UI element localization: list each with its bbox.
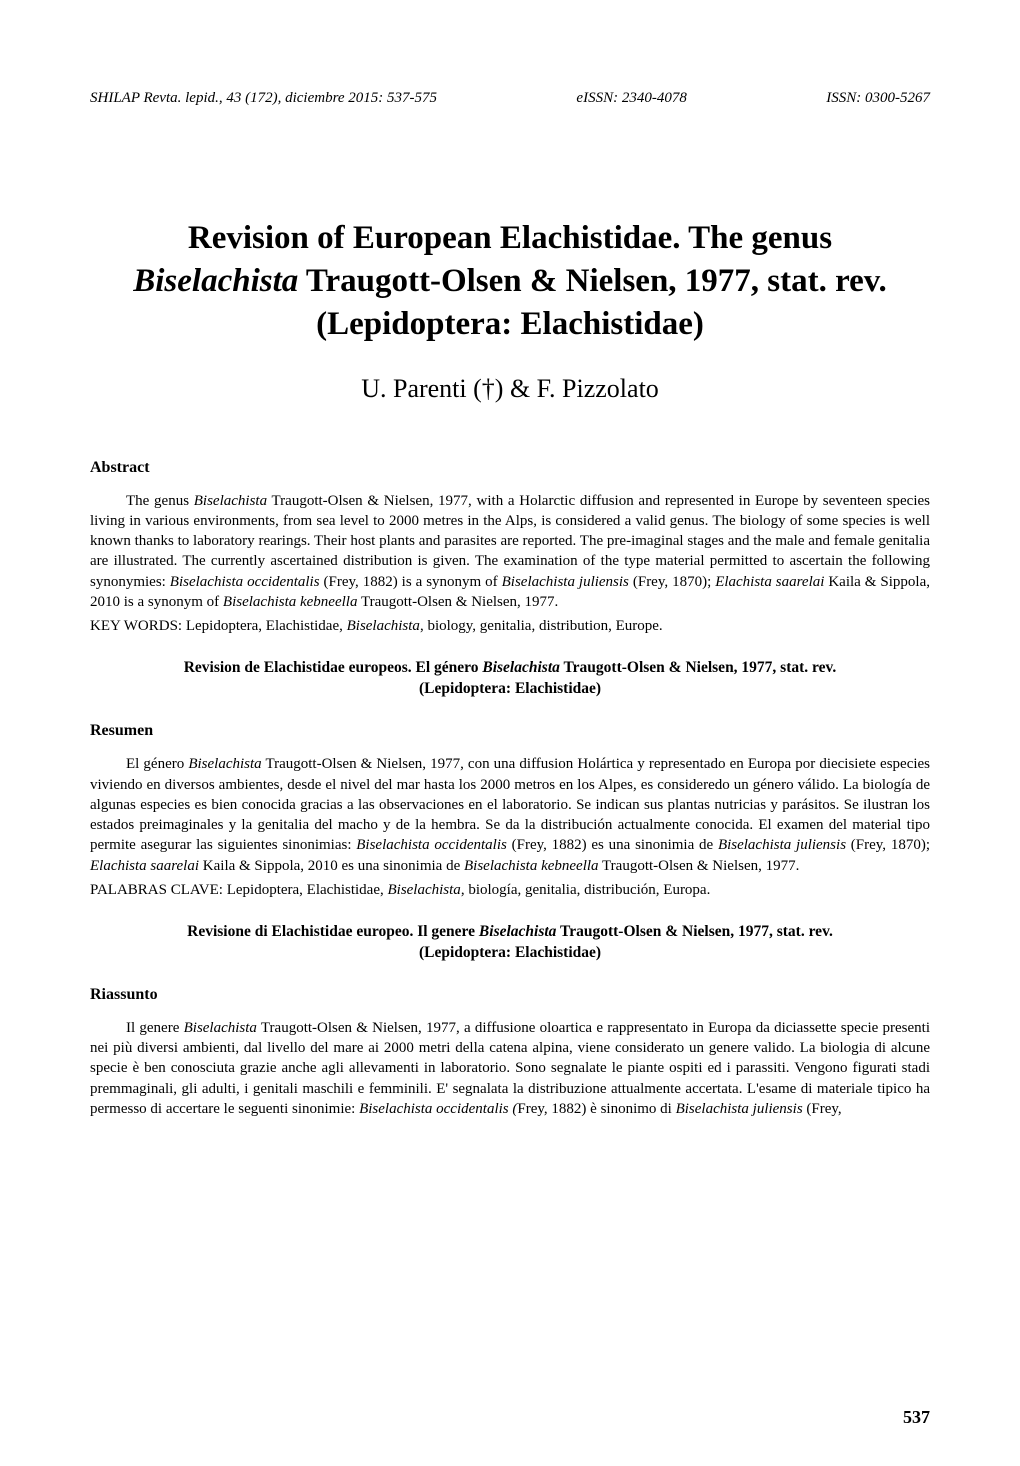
subtitle-es: Revision de Elachistidae europeos. El gé… bbox=[90, 658, 930, 700]
keywords-en: KEY WORDS: Lepidoptera, Elachistidae, Bi… bbox=[90, 616, 930, 636]
abstract-heading-es: Resumen bbox=[90, 722, 930, 740]
title-line-3: (Lepidoptera: Elachistidae) bbox=[316, 306, 704, 342]
abstract-heading-en: Abstract bbox=[90, 459, 930, 477]
abstract-heading-it: Riassunto bbox=[90, 986, 930, 1004]
abstract-body-it: Il genere Biselachista Traugott-Olsen & … bbox=[90, 1018, 930, 1119]
subtitle-it: Revisione di Elachistidae europeo. Il ge… bbox=[90, 922, 930, 964]
subtitle-es-line2: (Lepidoptera: Elachistidae) bbox=[419, 680, 601, 697]
abstract-body-es: El género Biselachista Traugott-Olsen & … bbox=[90, 754, 930, 876]
abstract-body-en: The genus Biselachista Traugott-Olsen & … bbox=[90, 491, 930, 613]
title-line-2-rest: Traugott-Olsen & Nielsen, 1977, stat. re… bbox=[298, 263, 886, 299]
title-line-1: Revision of European Elachistidae. The g… bbox=[188, 220, 832, 256]
subtitle-es-line1: Revision de Elachistidae europeos. El gé… bbox=[184, 659, 837, 676]
journal-eissn: eISSN: 2340-4078 bbox=[576, 90, 686, 107]
article-title: Revision of European Elachistidae. The g… bbox=[90, 217, 930, 346]
subtitle-it-line1: Revisione di Elachistidae europeo. Il ge… bbox=[187, 923, 833, 940]
keywords-es: PALABRAS CLAVE: Lepidoptera, Elachistida… bbox=[90, 880, 930, 900]
abstract-english-block: Abstract The genus Biselachista Traugott… bbox=[90, 459, 930, 637]
journal-citation: SHILAP Revta. lepid., 43 (172), diciembr… bbox=[90, 90, 437, 107]
page-number: 537 bbox=[903, 1407, 930, 1428]
abstract-spanish-block: Resumen El género Biselachista Traugott-… bbox=[90, 722, 930, 900]
subtitle-it-line2: (Lepidoptera: Elachistidae) bbox=[419, 944, 601, 961]
journal-issn: ISSN: 0300-5267 bbox=[826, 90, 930, 107]
journal-header: SHILAP Revta. lepid., 43 (172), diciembr… bbox=[90, 90, 930, 107]
authors: U. Parenti (†) & F. Pizzolato bbox=[90, 374, 930, 404]
abstract-italian-block: Riassunto Il genere Biselachista Traugot… bbox=[90, 986, 930, 1119]
title-genus: Biselachista bbox=[133, 263, 298, 299]
